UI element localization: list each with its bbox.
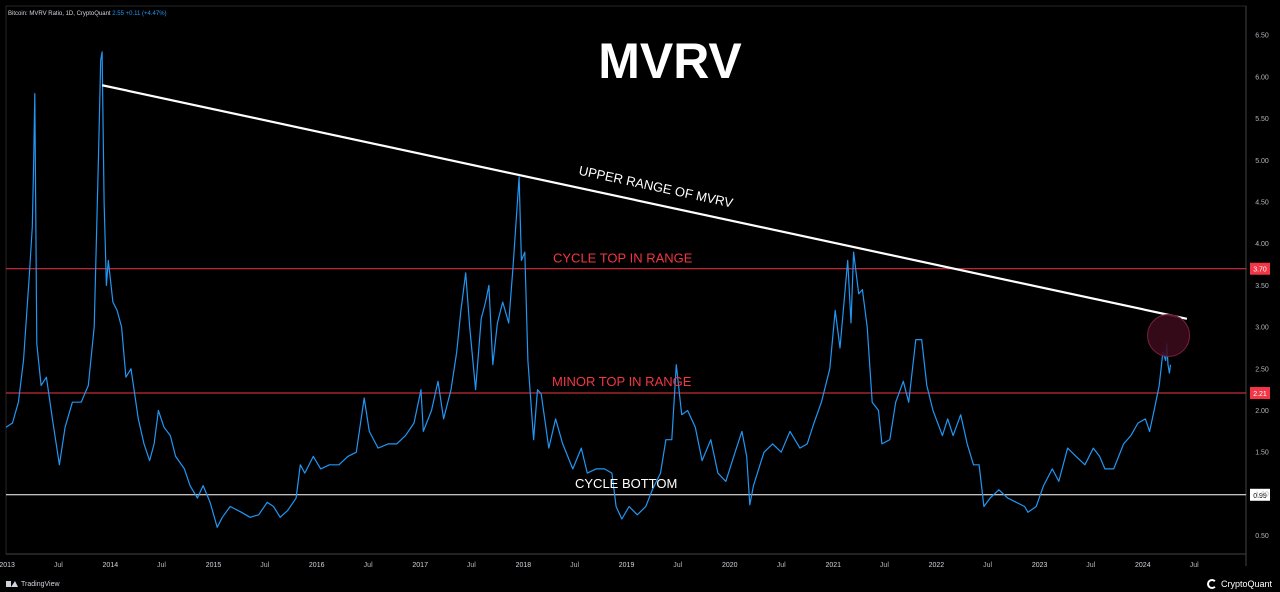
- mvrv-series-line: [5, 51, 1172, 528]
- level-tag-bg-2: [1250, 488, 1270, 501]
- level-tag-0: 3.70: [1250, 262, 1270, 275]
- x-tick-5: Jul: [260, 562, 269, 569]
- level-tag-bg-0: [1250, 262, 1270, 275]
- chart-title: MVRV: [598, 33, 742, 89]
- x-tick-2: 2014: [103, 562, 119, 569]
- y-tick-10: 5.50: [1255, 116, 1269, 123]
- y-tick-7: 4.00: [1255, 241, 1269, 248]
- highlight-circle: [1147, 313, 1191, 357]
- x-tick-4: 2015: [206, 562, 222, 569]
- level-tag-text-1: 2.21: [1253, 391, 1267, 398]
- x-tick-21: Jul: [1086, 562, 1095, 569]
- y-tick-4: 2.50: [1255, 366, 1269, 373]
- level-tag-text-0: 3.70: [1253, 267, 1267, 274]
- upper-range-trendline: [101, 84, 1188, 320]
- cryptoquant-icon: [1206, 579, 1217, 589]
- x-tick-3: Jul: [157, 562, 166, 569]
- level-label-0: CYCLE TOP IN RANGE: [553, 251, 693, 266]
- symbol-name: Bitcoin: MVRV Ratio, 1D, CryptoQuant: [8, 11, 111, 17]
- x-tick-18: 2022: [929, 562, 945, 569]
- x-tick-20: 2023: [1032, 562, 1048, 569]
- y-tick-3: 2.00: [1255, 408, 1269, 415]
- cryptoquant-logo: CryptoQuant: [1206, 579, 1272, 589]
- x-tick-10: 2018: [516, 562, 532, 569]
- symbol-header: Bitcoin: MVRV Ratio, 1D, CryptoQuant 2.5…: [8, 11, 167, 17]
- y-tick-9: 5.00: [1255, 158, 1269, 165]
- level-label-1: MINOR TOP IN RANGE: [552, 374, 692, 389]
- level-tag-1: 2.21: [1250, 387, 1270, 400]
- tradingview-label: TradingView: [21, 580, 60, 588]
- y-tick-12: 6.50: [1255, 33, 1269, 40]
- x-tick-1: Jul: [54, 562, 63, 569]
- y-tick-6: 3.50: [1255, 283, 1269, 290]
- tradingview-logo[interactable]: TradingView: [6, 580, 60, 588]
- x-tick-17: Jul: [880, 562, 889, 569]
- x-tick-22: 2024: [1135, 562, 1151, 569]
- x-tick-16: 2021: [825, 562, 841, 569]
- x-tick-15: Jul: [777, 562, 786, 569]
- x-tick-7: Jul: [364, 562, 373, 569]
- x-tick-0: 2013: [0, 562, 15, 569]
- y-tick-0: 0.50: [1255, 533, 1269, 540]
- x-tick-14: 2020: [722, 562, 738, 569]
- level-label-2: CYCLE BOTTOM: [575, 476, 677, 491]
- level-tag-bg-1: [1250, 387, 1270, 400]
- y-tick-1: 1.00: [1255, 491, 1269, 498]
- value-change: +0.11 (+4.47%): [125, 11, 167, 17]
- y-tick-11: 6.00: [1255, 74, 1269, 81]
- x-tick-9: Jul: [467, 562, 476, 569]
- x-tick-23: Jul: [1190, 562, 1199, 569]
- y-tick-5: 3.00: [1255, 325, 1269, 332]
- tradingview-icon: [6, 580, 18, 588]
- x-tick-12: 2019: [619, 562, 635, 569]
- x-tick-8: 2017: [412, 562, 428, 569]
- x-tick-11: Jul: [570, 562, 579, 569]
- x-tick-13: Jul: [673, 562, 682, 569]
- x-tick-6: 2016: [309, 562, 325, 569]
- y-tick-8: 4.50: [1255, 200, 1269, 207]
- cryptoquant-label: CryptoQuant: [1220, 579, 1272, 589]
- level-tag-2: 0.99: [1250, 488, 1270, 501]
- x-tick-19: Jul: [983, 562, 992, 569]
- level-tag-text-2: 0.99: [1253, 493, 1267, 500]
- y-tick-2: 1.50: [1255, 450, 1269, 457]
- current-value: 2.55: [112, 11, 124, 17]
